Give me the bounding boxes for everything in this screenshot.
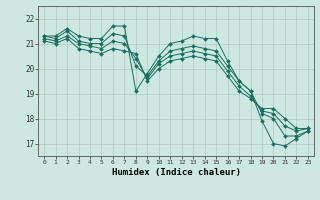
- X-axis label: Humidex (Indice chaleur): Humidex (Indice chaleur): [111, 168, 241, 177]
